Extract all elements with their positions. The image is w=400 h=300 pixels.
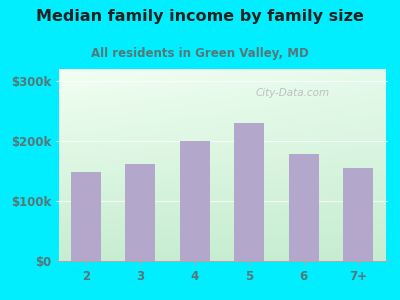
Bar — [125, 164, 155, 261]
Bar — [234, 123, 264, 261]
Bar — [289, 154, 319, 261]
Bar — [343, 168, 373, 261]
Bar — [71, 172, 101, 261]
Bar — [180, 141, 210, 261]
Text: Median family income by family size: Median family income by family size — [36, 9, 364, 24]
Text: City-Data.com: City-Data.com — [255, 88, 329, 98]
Text: All residents in Green Valley, MD: All residents in Green Valley, MD — [91, 46, 309, 59]
